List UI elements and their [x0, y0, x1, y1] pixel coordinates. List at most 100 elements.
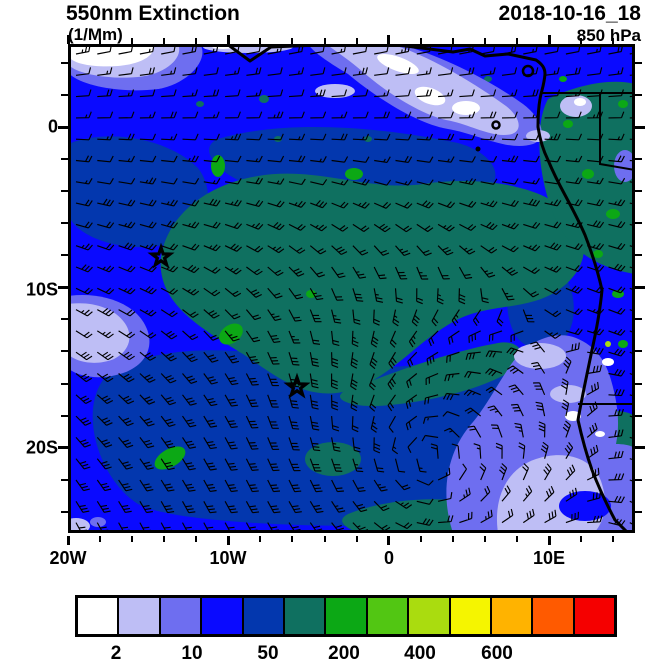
lon-tick-label: 10E — [532, 548, 566, 568]
tick-mark — [259, 38, 262, 44]
lat-tick-label: 20S — [25, 437, 58, 458]
lat-tick-label: 10S — [25, 279, 58, 300]
colorbar-label: 400 — [404, 643, 436, 664]
tick-mark — [226, 536, 230, 545]
tick-mark — [635, 510, 642, 513]
ascension-island-star — [147, 242, 175, 269]
tick-mark — [635, 93, 642, 96]
tick-mark — [61, 190, 68, 193]
tick-mark — [635, 254, 642, 257]
tick-mark — [635, 414, 642, 417]
tick-mark — [163, 536, 166, 542]
tick-mark — [635, 382, 642, 385]
valid-time-label: 2018-10-16_18 — [498, 2, 641, 25]
tick-mark — [355, 536, 358, 542]
tick-mark — [66, 536, 70, 545]
tick-mark — [580, 38, 583, 44]
tick-mark — [419, 536, 422, 542]
tick-mark — [61, 61, 68, 64]
tick-mark — [226, 35, 230, 44]
tick-mark — [635, 318, 642, 321]
units-label: (1/Mm) — [68, 25, 123, 44]
tick-mark — [58, 446, 68, 450]
tick-mark — [635, 158, 642, 161]
tick-mark — [131, 38, 134, 44]
tick-mark — [195, 38, 198, 44]
colorbar-label: 200 — [328, 643, 360, 664]
colorbar-cell — [241, 598, 283, 634]
tick-mark — [635, 190, 642, 193]
tick-mark — [387, 35, 391, 44]
tick-mark — [61, 382, 68, 385]
tick-mark — [61, 350, 68, 353]
colorbar-cell — [448, 598, 490, 634]
colorbar-label: 10 — [181, 643, 203, 664]
lon-tick-label: 10W — [209, 548, 247, 568]
tick-mark — [61, 510, 68, 513]
colorbar-cell — [365, 598, 408, 634]
tick-mark — [419, 38, 422, 44]
station-star-markers — [147, 242, 311, 399]
tick-mark — [635, 61, 642, 64]
tick-mark — [131, 536, 134, 542]
pressure-level-label: 850 hPa — [576, 26, 641, 45]
tick-mark — [61, 478, 68, 481]
colorbar-cell — [572, 598, 615, 634]
tick-mark — [547, 536, 551, 545]
colorbar-cell — [324, 598, 366, 634]
tick-mark — [323, 38, 326, 44]
tick-mark — [635, 350, 642, 353]
colorbar-cell — [489, 598, 532, 634]
tick-mark — [515, 38, 518, 44]
tick-mark — [61, 318, 68, 321]
tick-mark — [483, 536, 486, 542]
st-helena-star — [283, 372, 311, 399]
tick-mark — [61, 222, 68, 225]
tick-mark — [355, 38, 358, 44]
tick-mark — [635, 478, 642, 481]
tick-mark — [61, 158, 68, 161]
tick-mark — [61, 254, 68, 257]
colorbar-cell — [158, 598, 201, 634]
map-plot-area — [68, 44, 635, 533]
tick-mark — [451, 38, 454, 44]
tick-mark — [61, 93, 68, 96]
tick-mark — [58, 285, 68, 289]
tick-mark — [483, 38, 486, 44]
sao-tome-island — [491, 120, 501, 130]
tick-mark — [291, 38, 294, 44]
tick-mark — [58, 125, 68, 129]
page-title: 550nm Extinction — [66, 2, 240, 25]
tick-mark — [323, 536, 326, 542]
colorbar-label: 600 — [481, 643, 513, 664]
tick-mark — [259, 536, 262, 542]
tick-mark — [451, 536, 454, 542]
tick-mark — [635, 285, 645, 289]
colorbar-label: 50 — [257, 643, 279, 664]
tick-mark — [635, 222, 642, 225]
lon-tick-label: 0 — [383, 548, 395, 568]
tick-mark — [291, 536, 294, 542]
extinction-colorbar — [75, 595, 617, 637]
bioko-island — [521, 64, 535, 78]
tick-mark — [635, 446, 645, 450]
colorbar-cell — [78, 598, 118, 634]
tick-mark — [99, 536, 102, 542]
tick-mark — [612, 38, 615, 44]
tick-mark — [66, 35, 70, 44]
colorbar-cell — [200, 598, 242, 634]
lat-tick-label: 0 — [47, 116, 58, 137]
colorbar-label: 2 — [110, 643, 122, 664]
tick-mark — [387, 536, 391, 545]
colorbar-cell — [531, 598, 573, 634]
colorbar-cell — [407, 598, 449, 634]
colorbar-cell — [117, 598, 159, 634]
tick-mark — [612, 536, 615, 542]
colorbar-cell — [282, 598, 325, 634]
tick-mark — [99, 38, 102, 44]
extinction-field-map — [71, 47, 632, 530]
lon-tick-label: 20W — [49, 548, 87, 568]
gulf-of-guinea-islands — [475, 64, 535, 152]
tick-mark — [163, 38, 166, 44]
